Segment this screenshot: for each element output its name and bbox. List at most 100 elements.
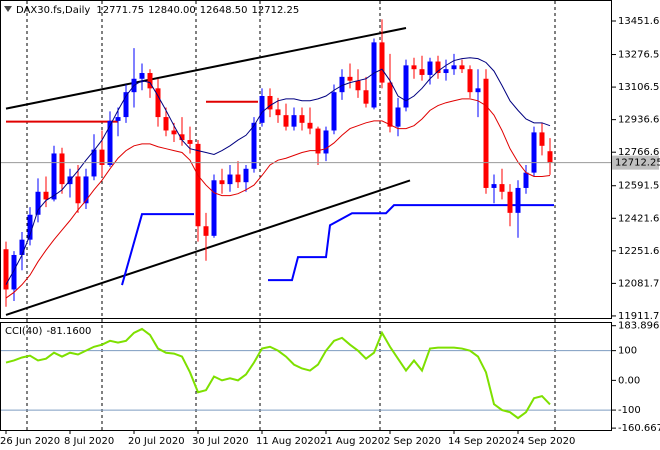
chart-header: DAX30.fs,Daily 12771.75 12840.00 12648.50 12… (16, 5, 299, 16)
y-tick-label: 12766.65 (618, 147, 660, 158)
y-tick-label: 12081.70 (618, 278, 660, 289)
candle-body (459, 65, 465, 70)
candle-body (331, 92, 337, 131)
candle-body (307, 122, 313, 129)
candle-body (467, 69, 473, 93)
candle-body (235, 174, 241, 183)
candle-body (395, 107, 401, 127)
high-label: 12840.00 (148, 5, 196, 16)
candle-body (475, 88, 481, 93)
candle-body (339, 76, 345, 93)
y-tick-label: -160.6677 (618, 423, 660, 434)
cci-header: CCI(40) -81.1600 (5, 326, 91, 337)
cci-title: CCI(40) (5, 326, 43, 337)
candle-body (11, 254, 17, 290)
y-tick-label: 100 (618, 346, 637, 357)
candle-body (3, 249, 9, 290)
price-label: 12712.25 (615, 158, 660, 169)
candle-body (419, 69, 425, 75)
candle-body (435, 61, 441, 74)
trend-line (5, 27, 407, 110)
candle-body (539, 132, 545, 146)
candle-body (195, 143, 201, 227)
candle-body (299, 115, 305, 123)
y-tick-label: 13276.50 (618, 50, 660, 61)
y-tick-label: -100 (618, 405, 641, 416)
candle-body (107, 120, 113, 165)
price-label-box (612, 155, 659, 170)
candle-body (115, 117, 121, 121)
candle-body (163, 117, 169, 131)
y-tick-label: 12251.65 (618, 246, 660, 257)
candle-body (355, 80, 361, 91)
candle-body (275, 109, 281, 116)
candle-body (411, 65, 417, 70)
candle-body (227, 174, 233, 185)
candle-body (387, 82, 393, 127)
x-tick-label: 14 Sep 2020 (448, 436, 511, 447)
symbol: DAX30.fs,Daily (16, 5, 90, 16)
y-tick-label: 0.00 (618, 375, 640, 386)
series-line (5, 98, 551, 299)
candle-body (443, 69, 449, 74)
symbol-icon (4, 6, 12, 12)
candle-body (211, 180, 217, 236)
candle-body (523, 172, 529, 188)
trend-line (121, 213, 194, 286)
cci-panel-frame (0, 322, 612, 431)
candle-body (283, 115, 289, 127)
candle-body (291, 115, 297, 127)
candle-body (51, 153, 57, 200)
candle-body (323, 130, 329, 154)
series-line (5, 327, 551, 420)
candle-body (59, 153, 65, 185)
candle-body (547, 151, 553, 163)
candle-body (267, 96, 273, 110)
candle-body (19, 239, 25, 255)
low-label: 12648.50 (200, 5, 248, 16)
candle-body (499, 184, 505, 192)
candle-body (427, 61, 433, 75)
y-tick-label: 12421.60 (618, 213, 660, 224)
candle-body (315, 128, 321, 154)
candle-body (347, 76, 353, 81)
candle-body (171, 130, 177, 135)
candle-body (219, 180, 225, 185)
candle-body (483, 78, 489, 188)
y-tick-label: 11911.75 (618, 311, 660, 322)
x-tick-label: 2 Sep 2020 (384, 436, 441, 447)
x-tick-label: 24 Sep 2020 (512, 436, 575, 447)
plot: 13451.60 13276.50 13106.55 12936.60 12766.65… (0, 16, 660, 447)
candle-body (27, 214, 33, 240)
candle-body (507, 191, 513, 213)
x-tick-label: 30 Jul 2020 (192, 436, 249, 447)
y-tick-label: 183.8969 (618, 321, 660, 332)
x-tick-label: 20 Jul 2020 (128, 436, 185, 447)
candle-body (123, 92, 129, 118)
candle-body (139, 73, 145, 79)
candle-body (179, 134, 185, 141)
candle-body (203, 226, 209, 236)
trend-line (268, 204, 554, 282)
close-label: 12712.25 (252, 5, 300, 16)
candle-body (99, 149, 105, 165)
candle-body (363, 90, 369, 104)
x-tick-label: 21 Aug 2020 (320, 436, 384, 447)
candle-body (147, 73, 153, 89)
trend-line (5, 179, 411, 316)
candle-body (187, 140, 193, 144)
candle-body (251, 122, 257, 169)
y-tick-label: 12591.55 (618, 181, 660, 192)
candle-body (371, 42, 377, 108)
open-label: 12771.75 (96, 5, 144, 16)
y-tick-label: 13106.55 (618, 82, 660, 93)
candle-body (35, 191, 41, 215)
candle-body (243, 168, 249, 183)
candle-body (259, 96, 265, 123)
x-tick-label: 11 Aug 2020 (256, 436, 320, 447)
candle-body (491, 184, 497, 188)
x-tick-label: 8 Jul 2020 (64, 436, 114, 447)
candle-body (155, 88, 161, 118)
x-tick-label: 26 Jun 2020 (0, 436, 60, 447)
